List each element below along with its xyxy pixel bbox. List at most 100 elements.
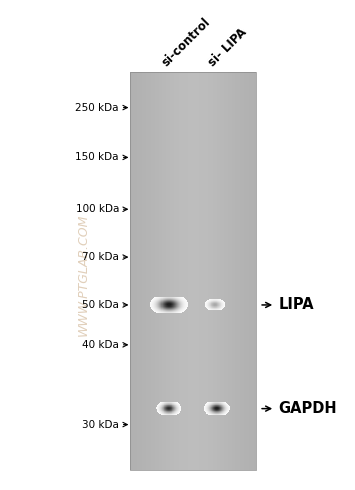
Bar	[176, 304, 177, 305]
Bar	[173, 405, 174, 406]
Bar	[180, 308, 181, 309]
Bar	[161, 312, 162, 313]
Bar	[182, 302, 183, 303]
Bar	[159, 404, 160, 405]
Bar	[178, 309, 179, 310]
Bar	[157, 306, 158, 307]
Bar	[158, 305, 159, 306]
Bar	[225, 410, 226, 411]
Bar	[173, 410, 174, 411]
Bar	[205, 410, 206, 411]
Bar	[219, 405, 220, 406]
Bar	[163, 311, 164, 312]
Bar	[163, 301, 164, 302]
Bar	[169, 306, 170, 307]
Bar	[219, 412, 220, 413]
Bar	[221, 404, 222, 405]
Bar	[227, 411, 228, 412]
Bar	[209, 402, 210, 403]
Bar	[161, 409, 162, 410]
Bar	[220, 406, 221, 407]
Bar	[178, 310, 179, 311]
Bar	[177, 299, 178, 300]
Bar	[154, 304, 155, 305]
Bar	[168, 308, 169, 309]
Bar	[177, 307, 178, 308]
Bar	[164, 404, 165, 405]
Bar	[173, 407, 174, 408]
Bar	[189, 72, 190, 470]
Bar	[209, 413, 210, 414]
Bar	[164, 403, 165, 404]
Bar	[163, 310, 164, 311]
Bar	[214, 411, 215, 412]
Bar	[180, 309, 181, 310]
Bar	[155, 307, 156, 308]
Bar	[224, 72, 225, 470]
Bar	[225, 404, 226, 405]
Bar	[159, 304, 160, 305]
Bar	[214, 404, 215, 405]
Bar	[164, 402, 165, 403]
Bar	[158, 306, 159, 307]
Bar	[160, 307, 161, 308]
Bar	[173, 403, 174, 404]
Bar	[178, 409, 179, 410]
Bar	[225, 414, 226, 415]
Bar	[181, 299, 182, 300]
Bar	[160, 309, 161, 310]
Bar	[180, 410, 181, 411]
Bar	[205, 407, 206, 408]
Bar	[199, 72, 200, 470]
Bar	[168, 409, 169, 410]
Bar	[207, 406, 208, 407]
Bar	[178, 311, 179, 312]
Bar	[207, 402, 208, 403]
Bar	[156, 297, 157, 298]
Bar	[204, 408, 205, 409]
Bar	[167, 299, 168, 300]
Bar	[168, 404, 169, 405]
Bar	[162, 407, 163, 408]
Bar	[151, 304, 152, 305]
Bar	[183, 306, 184, 307]
Bar	[166, 298, 167, 299]
Bar	[227, 407, 228, 408]
Bar	[169, 307, 170, 308]
Bar	[177, 297, 178, 298]
Bar	[167, 408, 168, 409]
Bar	[220, 409, 221, 410]
Bar	[178, 305, 179, 306]
Bar	[172, 312, 173, 313]
Bar	[165, 305, 166, 306]
Bar	[212, 414, 213, 415]
Bar	[183, 309, 184, 310]
Bar	[165, 403, 166, 404]
Bar	[167, 300, 168, 301]
Bar	[173, 304, 174, 305]
Bar	[178, 406, 179, 407]
Bar	[211, 407, 212, 408]
Text: 70 kDa: 70 kDa	[82, 252, 119, 262]
Bar	[178, 297, 179, 298]
Bar	[185, 309, 186, 310]
Bar	[177, 410, 178, 411]
Bar	[194, 72, 195, 470]
Bar	[178, 310, 179, 311]
Bar	[162, 409, 163, 410]
Bar	[165, 299, 166, 300]
Bar	[156, 306, 157, 307]
Bar	[179, 407, 180, 408]
Bar	[168, 407, 169, 408]
Bar	[173, 299, 174, 300]
Bar	[175, 303, 176, 304]
Bar	[204, 411, 205, 412]
Bar	[171, 311, 172, 312]
Bar	[164, 411, 165, 412]
Bar	[219, 407, 220, 408]
Bar	[158, 307, 159, 308]
Bar	[155, 299, 156, 300]
Bar	[179, 72, 180, 470]
Bar	[175, 307, 176, 308]
Bar	[164, 409, 165, 410]
